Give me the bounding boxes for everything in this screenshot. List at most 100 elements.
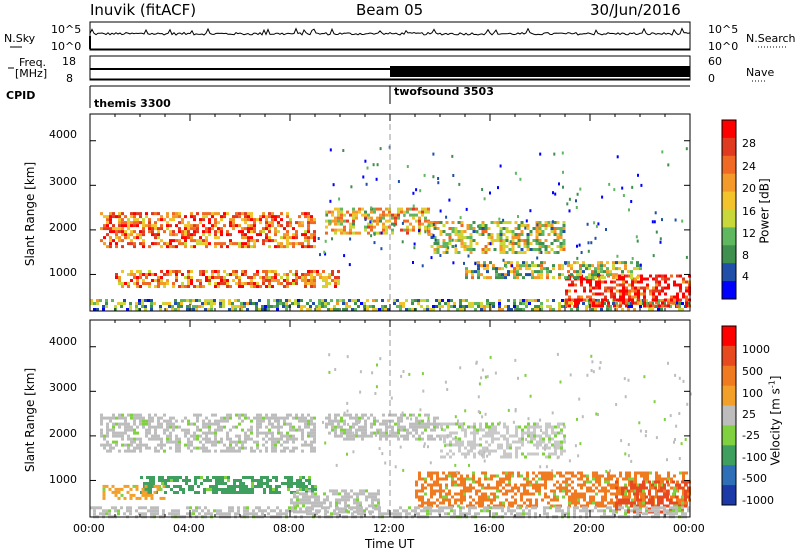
power-cell bbox=[204, 308, 207, 311]
velocity-cell bbox=[146, 476, 149, 479]
velocity-cell bbox=[139, 419, 142, 423]
velocity-cell bbox=[338, 510, 341, 514]
power-cell bbox=[676, 295, 679, 299]
power-cell bbox=[670, 298, 673, 302]
power-cell bbox=[616, 298, 619, 302]
velocity-cell bbox=[103, 443, 106, 447]
velocity-cell bbox=[287, 488, 290, 491]
velocity-cell bbox=[610, 501, 613, 505]
power-sparse-cell bbox=[519, 177, 522, 181]
power-cell bbox=[628, 295, 631, 299]
velocity-sparse-cell bbox=[477, 410, 480, 414]
power-cell bbox=[424, 210, 427, 214]
velocity-cell bbox=[188, 488, 191, 491]
power-cell bbox=[484, 245, 488, 248]
power-sparse-cell bbox=[397, 180, 400, 183]
power-cell bbox=[448, 233, 452, 236]
velocity-sparse-cell bbox=[477, 451, 480, 455]
velocity-cell bbox=[427, 437, 430, 441]
power-cell bbox=[292, 242, 295, 246]
power-cell bbox=[268, 285, 271, 288]
velocity-cell bbox=[579, 509, 582, 513]
power-sparse-cell bbox=[437, 177, 440, 180]
velocity-cell bbox=[106, 425, 109, 429]
velocity-cell bbox=[170, 488, 173, 491]
velocity-cell bbox=[564, 512, 567, 516]
power-cell bbox=[481, 251, 485, 254]
velocity-cell bbox=[150, 512, 153, 516]
power-cell bbox=[265, 279, 268, 282]
velocity-cell bbox=[227, 485, 230, 488]
power-cell bbox=[154, 242, 157, 246]
power-cell bbox=[103, 242, 106, 246]
velocity-cell bbox=[482, 452, 485, 456]
velocity-cell bbox=[640, 492, 643, 496]
power-cell bbox=[250, 279, 253, 282]
power-cell bbox=[595, 292, 598, 296]
velocity-sparse-cell bbox=[423, 444, 426, 448]
power-cell bbox=[139, 230, 142, 234]
velocity-cell bbox=[643, 471, 646, 475]
power-cell bbox=[160, 282, 163, 285]
velocity-cell bbox=[402, 509, 405, 513]
velocity-cell bbox=[344, 495, 347, 499]
velocity-cell bbox=[150, 506, 153, 510]
velocity-cell bbox=[196, 413, 199, 417]
power-sparse-cell bbox=[621, 186, 624, 190]
power-cell bbox=[177, 308, 180, 311]
power-cell bbox=[591, 264, 594, 268]
velocity-cell bbox=[315, 512, 318, 516]
velocity-cell bbox=[589, 498, 592, 502]
power-cell bbox=[331, 279, 334, 282]
velocity-cell bbox=[397, 416, 400, 420]
power-cell bbox=[568, 298, 571, 302]
velocity-cell bbox=[651, 506, 654, 510]
power-cell bbox=[655, 277, 658, 281]
power-cell bbox=[570, 302, 573, 305]
power-cell bbox=[232, 279, 235, 282]
power-cell bbox=[528, 302, 531, 305]
velocity-cell bbox=[615, 480, 618, 484]
velocity-cell bbox=[208, 428, 211, 432]
power-cell bbox=[421, 210, 424, 214]
velocity-cell bbox=[622, 477, 625, 481]
power-cell bbox=[540, 302, 543, 305]
power-cell bbox=[357, 299, 360, 302]
velocity-cell bbox=[520, 495, 523, 499]
power-cell bbox=[121, 239, 124, 243]
power-cell bbox=[142, 227, 145, 231]
velocity-cell bbox=[313, 416, 316, 420]
power-cell bbox=[379, 231, 382, 235]
velocity-cell bbox=[487, 498, 490, 502]
power-cell bbox=[499, 248, 503, 251]
power-cell bbox=[318, 299, 321, 302]
power-cell bbox=[334, 228, 337, 232]
velocity-cell bbox=[636, 498, 639, 502]
power-cell bbox=[148, 273, 151, 276]
power-cell bbox=[289, 270, 292, 273]
velocity-cell bbox=[517, 489, 520, 493]
velocity-cell bbox=[484, 471, 487, 475]
velocity-cell bbox=[684, 480, 687, 484]
power-cell bbox=[427, 230, 431, 233]
velocity-cell bbox=[373, 419, 376, 423]
power-cell bbox=[324, 302, 327, 305]
velocity-cell bbox=[560, 449, 563, 453]
velocity-cell bbox=[211, 413, 214, 417]
power-cell bbox=[352, 225, 355, 229]
velocity-cell bbox=[173, 479, 176, 482]
velocity-cell bbox=[543, 506, 546, 510]
power-cell bbox=[276, 305, 279, 308]
velocity-cell bbox=[412, 428, 415, 432]
velocity-cell bbox=[610, 498, 613, 502]
power-cell bbox=[331, 228, 334, 232]
power-cell bbox=[417, 302, 420, 305]
velocity-cell bbox=[684, 492, 687, 496]
power-cell bbox=[373, 207, 376, 211]
velocity-cell bbox=[151, 416, 154, 420]
velocity-cell bbox=[211, 431, 214, 435]
velocity-cell bbox=[328, 422, 331, 426]
power-cell bbox=[130, 221, 133, 225]
velocity-cell bbox=[657, 512, 660, 516]
velocity-cell bbox=[267, 512, 270, 516]
